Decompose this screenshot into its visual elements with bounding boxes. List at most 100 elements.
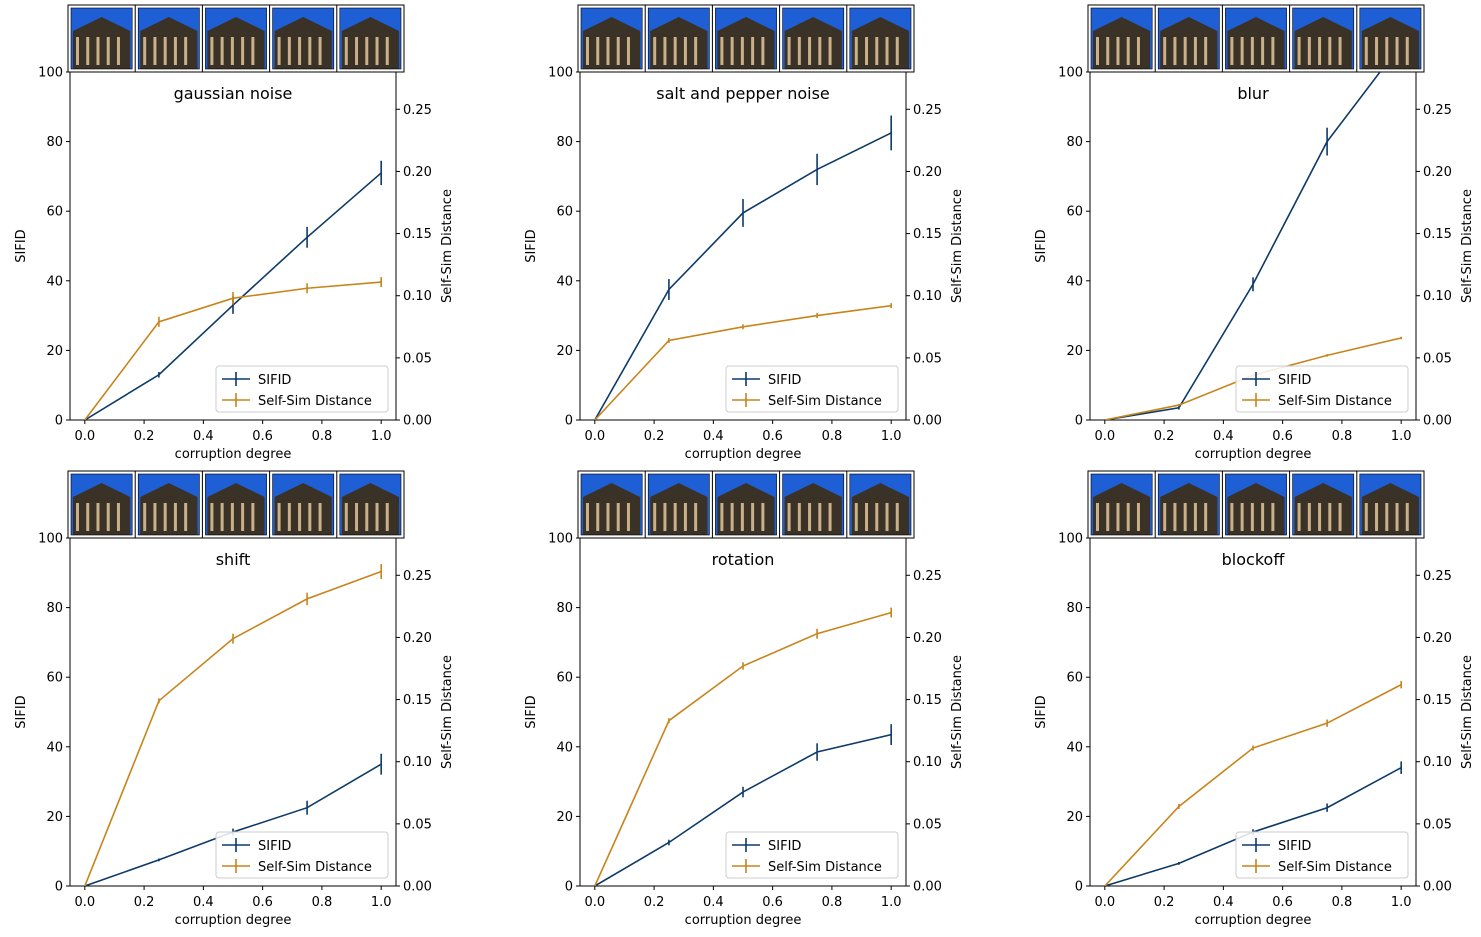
thumbnail-border [715, 7, 777, 70]
y2-tick-label: 0.00 [913, 414, 942, 429]
y-tick-label: 40 [46, 274, 63, 289]
y2-tick-label: 0.25 [913, 103, 942, 118]
chart-title: blockoff [1222, 550, 1286, 569]
thumbnail-window [1240, 503, 1244, 531]
x-tick-label: 0.2 [1154, 429, 1175, 444]
axes-frame [69, 537, 397, 887]
thumbnail-window [385, 503, 389, 531]
thumbnail-window [210, 37, 214, 65]
thumbnail-window [1318, 37, 1322, 65]
legend-label: Self-Sim Distance [258, 394, 372, 409]
y-tick-label: 0 [565, 414, 573, 429]
thumbnail-4 [846, 5, 912, 72]
y-tick-label: 0 [1075, 414, 1083, 429]
y-tick-label: 100 [1058, 532, 1083, 547]
thumbnail-window [1163, 37, 1167, 65]
thumbnail-0 [1090, 473, 1153, 536]
y2-tick-label: 0.10 [1423, 289, 1452, 304]
thumbnail-border [339, 7, 402, 70]
thumbnail-window [1375, 37, 1379, 65]
thumbnail-0 [70, 473, 133, 536]
y2-tick-label: 0.15 [913, 227, 942, 242]
y2-tick-label: 0.05 [913, 817, 942, 832]
thumbnail-window [1193, 503, 1197, 531]
thumbnail-strip [577, 4, 915, 73]
y-tick-label: 60 [46, 671, 63, 686]
y2-axis-label: Self-Sim Distance [1460, 189, 1475, 303]
thumbnail-window [1261, 37, 1265, 65]
thumbnail-border [849, 7, 912, 70]
legend-box [1235, 365, 1409, 413]
x-tick-label: 1.0 [1391, 895, 1412, 910]
x-axis-label: corruption degree [175, 913, 292, 928]
thumbnail-window [1375, 503, 1379, 531]
thumbnail-window [1240, 37, 1244, 65]
thumbnail-window [1126, 503, 1130, 531]
x-tick-label: 1.0 [371, 895, 392, 910]
y2-tick-label: 0.20 [403, 165, 432, 180]
legend-label: SIFID [768, 839, 801, 854]
thumbnail-window [797, 37, 801, 65]
chart-title: salt and pepper noise [656, 84, 830, 103]
thumbnail-2 [711, 471, 777, 538]
legend-box [725, 831, 899, 879]
thumbnail-window [818, 503, 822, 531]
thumbnail-window [355, 503, 359, 531]
x-tick-label: 1.0 [371, 429, 392, 444]
x-tick-label: 0.8 [312, 895, 333, 910]
y2-axis-label: Self-Sim Distance [950, 189, 965, 303]
plot-area [84, 160, 382, 420]
thumbnail-3 [779, 5, 845, 72]
thumbnail-window [694, 37, 698, 65]
y2-tick-label: 0.10 [403, 289, 432, 304]
thumbnail-border [715, 473, 777, 536]
thumbnail-window [76, 37, 79, 65]
thumbnail-window [344, 503, 348, 531]
y-tick-label: 80 [46, 601, 63, 616]
x-axis-label: corruption degree [1195, 913, 1312, 928]
x-tick-label: 0.6 [762, 429, 783, 444]
thumbnail-window [365, 503, 369, 531]
thumbnail-window [1204, 37, 1208, 65]
thumbnail-border [137, 7, 200, 70]
x-tick-label: 0.6 [762, 895, 783, 910]
thumbnail-window [106, 37, 110, 65]
axes-frame [1089, 537, 1417, 887]
y2-tick-label: 0.10 [1423, 755, 1452, 770]
thumbnail-border [205, 7, 267, 70]
thumbnail-window [173, 37, 177, 65]
y2-tick-label: 0.05 [1423, 351, 1452, 366]
x-tick-label: 0.8 [822, 895, 843, 910]
y-tick-label: 100 [548, 66, 573, 81]
thumbnail-window [173, 503, 177, 531]
thumbnail-window [1250, 37, 1254, 65]
x-tick-label: 0.4 [193, 895, 214, 910]
thumbnail-border [580, 473, 643, 536]
legend-label: SIFID [1278, 839, 1311, 854]
thumbnail-3 [269, 471, 335, 538]
axes-frame [69, 71, 397, 421]
thumbnail-window [1261, 503, 1265, 531]
y-axis-label: SIFID [524, 229, 539, 262]
y2-tick-label: 0.00 [913, 880, 942, 895]
thumbnail-window [1364, 503, 1368, 531]
chart-title: blur [1237, 84, 1269, 103]
thumbnail-window [76, 503, 79, 531]
thumbnail-window [287, 37, 291, 65]
legend-box [1235, 831, 1409, 879]
thumbnail-window [96, 503, 100, 531]
thumbnail-window [1328, 37, 1332, 65]
y-tick-label: 80 [556, 135, 573, 150]
thumbnail-window [86, 37, 90, 65]
plot-area [594, 607, 892, 886]
thumbnail-1 [1154, 5, 1220, 72]
thumbnail-window [230, 503, 234, 531]
thumbnail-window [596, 37, 600, 65]
x-tick-label: 0.6 [1272, 429, 1293, 444]
x-tick-label: 0.0 [1094, 895, 1115, 910]
thumbnail-window [787, 37, 791, 65]
thumbnail-window [1271, 503, 1275, 531]
x-tick-label: 0.2 [644, 429, 665, 444]
thumbnail-window [683, 503, 687, 531]
x-tick-label: 0.4 [1213, 895, 1234, 910]
